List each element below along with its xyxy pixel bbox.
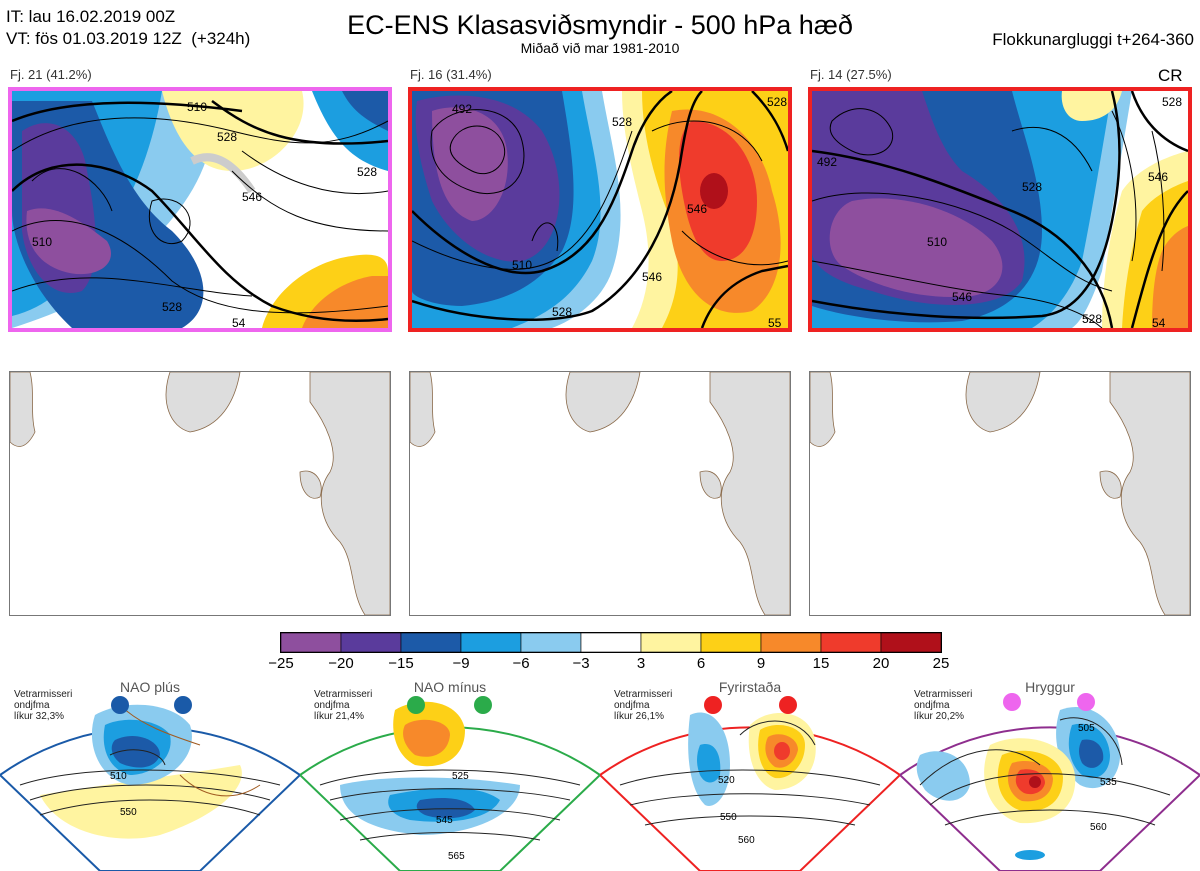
colorbar-cell xyxy=(580,632,642,653)
colorbar-tick-label: −20 xyxy=(328,655,354,672)
regime-nao-minus: 525 545 565 NAO mínus Vetrarmisseri ondjf… xyxy=(300,675,600,871)
anomaly-colorbar xyxy=(280,632,942,653)
cluster-2-basemap xyxy=(409,371,791,616)
colorbar-cell xyxy=(520,632,582,653)
contour-label: 510 xyxy=(927,235,947,249)
colorbar-tick-label: −3 xyxy=(572,655,590,672)
contour-label: 528 xyxy=(612,115,632,129)
regime-contour-label: 535 xyxy=(1100,777,1117,788)
regime-contour-label: 505 xyxy=(1078,723,1095,734)
contour-label: 528 xyxy=(1082,312,1102,326)
contour-label: 510 xyxy=(512,258,532,272)
regime-description: Vetrarmisseri ondjfma líkur 21,4% xyxy=(314,689,373,722)
header-times: IT: lau 16.02.2019 00Z VT: fös 01.03.201… xyxy=(6,6,250,50)
colorbar-tick-label: 25 xyxy=(932,655,950,672)
cluster-1-map: 510 528 546 528 510 528 54 xyxy=(8,87,392,332)
contour-label: 528 xyxy=(357,165,377,179)
colorbar-tick-label: 6 xyxy=(696,655,706,672)
colorbar-cell xyxy=(460,632,522,653)
contour-label: 528 xyxy=(1022,180,1042,194)
colorbar-cell xyxy=(700,632,762,653)
colorbar-tick-label: 20 xyxy=(872,655,890,672)
colorbar-cell xyxy=(640,632,702,653)
valid-time: VT: fös 01.03.2019 12Z (+324h) xyxy=(6,29,251,48)
colorbar-tick-label: −15 xyxy=(388,655,414,672)
initial-time: IT: lau 16.02.2019 00Z xyxy=(6,7,176,26)
cluster-1-label: Fj. 21 (41.2%) xyxy=(10,67,92,82)
regime-blocking: 520 550 560 Fyrirstaða Vetrarmisseri ondj… xyxy=(600,675,900,871)
colorbar-tick-label: −25 xyxy=(268,655,294,672)
regime-contour-label: 550 xyxy=(720,812,737,823)
regime-description: Vetrarmisseri ondjfma líkur 26,1% xyxy=(614,689,673,722)
colorbar-cell xyxy=(340,632,402,653)
contour-label: 492 xyxy=(817,155,837,169)
cluster-3-tag: CR xyxy=(1158,66,1183,85)
colorbar-cell xyxy=(280,632,342,653)
contour-label: 528 xyxy=(162,300,182,314)
regime-name: NAO plús xyxy=(120,679,180,695)
cluster-3-map: 492 510 528 546 528 546 528 54 xyxy=(808,87,1192,332)
cluster-1-basemap xyxy=(9,371,391,616)
regime-nao-plus: 510 550 NAO plús Vetrarmisseri ondjfma lík… xyxy=(0,675,300,871)
regime-description: Vetrarmisseri ondjfma líkur 32,3% xyxy=(14,689,73,722)
colorbar-tick-label: −6 xyxy=(512,655,530,672)
regime-name: NAO mínus xyxy=(413,679,487,695)
contour-label: 55 xyxy=(768,316,782,328)
contour-label: 528 xyxy=(1162,95,1182,109)
regime-contour-label: 510 xyxy=(110,771,127,782)
regime-description: Vetrarmisseri ondjfma líkur 20,2% xyxy=(914,689,973,722)
colorbar-cell xyxy=(400,632,462,653)
cluster-2-map: 492 510 528 546 528 546 528 55 xyxy=(408,87,792,332)
classification-window: Flokkunargluggi t+264-360 xyxy=(992,30,1194,49)
contour-label: 54 xyxy=(232,316,246,328)
contour-label: 528 xyxy=(552,305,572,319)
regime-contour-label: 560 xyxy=(1090,822,1107,833)
contour-label: 510 xyxy=(32,235,52,249)
regime-name: Fyrirstaða xyxy=(718,679,782,695)
regime-contour-label: 520 xyxy=(718,775,735,786)
colorbar-tick-label: 15 xyxy=(812,655,830,672)
colorbar-cell xyxy=(760,632,822,653)
contour-label: 528 xyxy=(217,130,237,144)
contour-label: 546 xyxy=(687,202,707,216)
regime-contour-label: 560 xyxy=(738,835,755,846)
page-subtitle: Miðað við mar 1981-2010 xyxy=(520,40,680,56)
regime-contour-label: 525 xyxy=(452,771,469,782)
colorbar-cell xyxy=(880,632,942,653)
cluster-2-label: Fj. 16 (31.4%) xyxy=(410,67,492,82)
colorbar-cell xyxy=(820,632,882,653)
contour-label: 510 xyxy=(187,100,207,114)
regime-contour-label: 550 xyxy=(120,807,137,818)
colorbar-tick-label: 9 xyxy=(756,655,766,672)
page-title: EC-ENS Klasasviðsmyndir - 500 hPa hæð xyxy=(347,10,853,40)
contour-label: 528 xyxy=(767,95,787,109)
regime-ridge: 505 535 560 Hryggur Vetrarmisseri ondjfma… xyxy=(900,675,1200,871)
contour-label: 54 xyxy=(1152,316,1166,328)
cluster-3-basemap xyxy=(809,371,1191,616)
regime-name: Hryggur xyxy=(1025,679,1075,695)
regime-contour-label: 545 xyxy=(436,815,453,826)
colorbar-tick-label: 3 xyxy=(636,655,646,672)
cluster-3-label: Fj. 14 (27.5%) xyxy=(810,67,892,82)
colorbar-tick-label: −9 xyxy=(452,655,470,672)
regime-contour-label: 565 xyxy=(448,851,465,862)
contour-label: 546 xyxy=(1148,170,1168,184)
contour-label: 546 xyxy=(642,270,662,284)
contour-label: 546 xyxy=(952,290,972,304)
contour-label: 492 xyxy=(452,102,472,116)
contour-label: 546 xyxy=(242,190,262,204)
